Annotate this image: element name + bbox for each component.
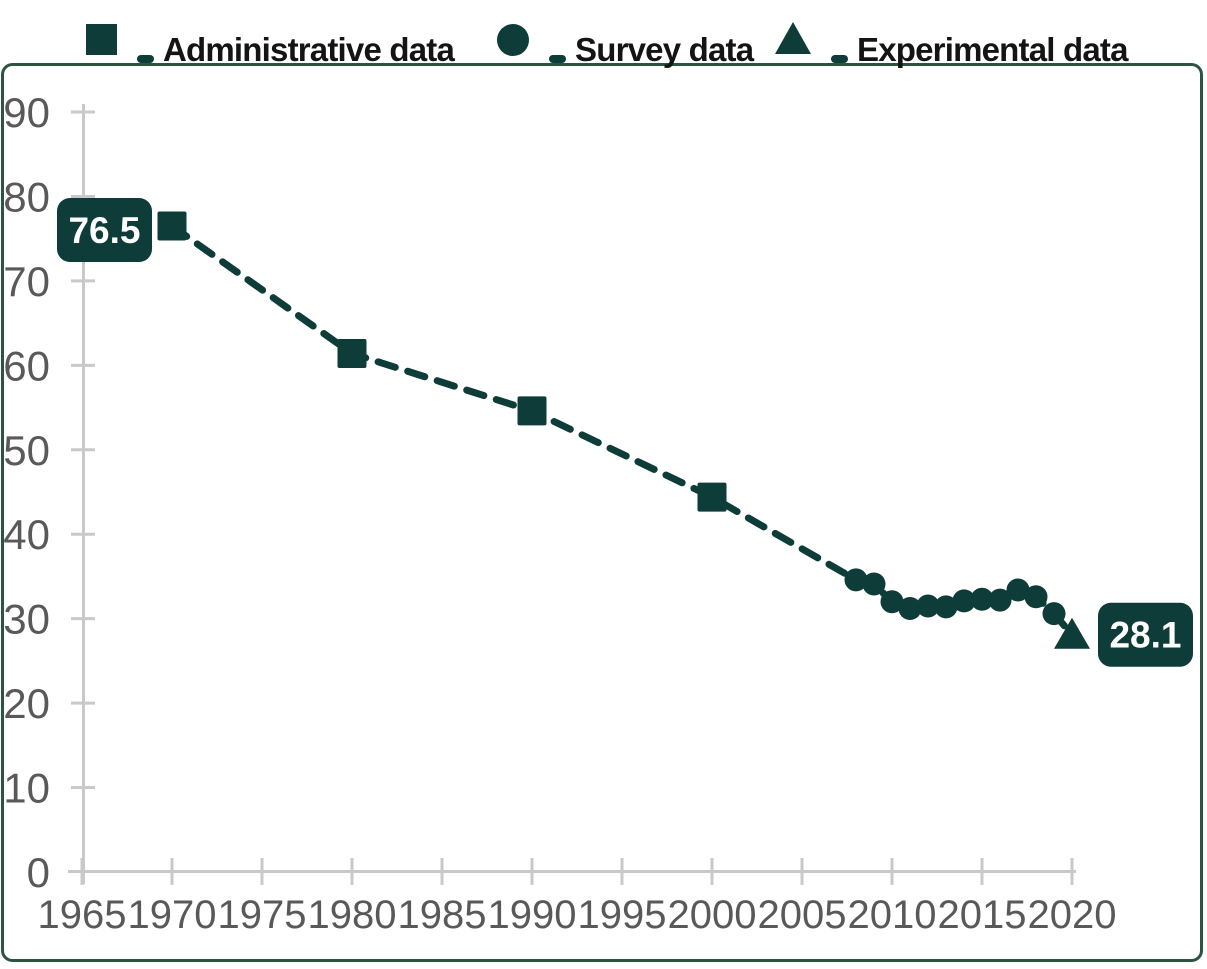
- circle-marker: [1024, 585, 1048, 609]
- legend-item-experimental-data: Experimental data: [775, 18, 1128, 66]
- legend-dash-icon: [549, 55, 566, 63]
- y-tick-label: 0: [27, 849, 50, 896]
- circle-marker: [1042, 602, 1066, 626]
- circle-marker: [844, 568, 868, 592]
- square-marker-icon: [86, 24, 117, 55]
- circle-marker: [880, 590, 904, 614]
- triangle-marker-icon: [775, 22, 811, 54]
- x-tick-label: 2010: [848, 893, 937, 937]
- circle-marker: [898, 597, 922, 621]
- legend-dash-icon: [137, 55, 154, 63]
- x-tick-label: 2005: [758, 893, 847, 937]
- legend-item-survey-data: Survey data: [497, 18, 754, 68]
- circle-marker: [952, 589, 976, 613]
- x-tick-label: 1980: [308, 893, 397, 937]
- x-tick-label: 1995: [578, 893, 667, 937]
- y-tick-label: 40: [3, 511, 50, 558]
- y-tick-label: 30: [3, 596, 50, 643]
- circle-marker: [988, 588, 1012, 612]
- trend-line: [168, 222, 1076, 639]
- x-tick-label: 1990: [488, 893, 577, 937]
- circle-marker: [934, 595, 958, 619]
- x-tick-label: 1970: [128, 893, 217, 937]
- circle-marker-icon: [497, 24, 529, 56]
- square-marker: [337, 339, 367, 369]
- plot-frame: [1, 63, 1203, 962]
- y-tick-label: 80: [3, 173, 50, 220]
- value-callout: [1098, 602, 1193, 667]
- legend-label: Administrative data: [163, 31, 455, 68]
- value-callout: [57, 198, 152, 262]
- x-tick-label: 1975: [218, 893, 307, 937]
- circle-marker: [970, 587, 994, 611]
- x-tick-label: 1985: [398, 893, 487, 937]
- circle-marker: [916, 594, 940, 618]
- circle-marker: [862, 572, 886, 596]
- square-marker: [697, 482, 727, 512]
- y-tick-label: 50: [3, 427, 50, 474]
- y-tick-label: 60: [3, 342, 50, 389]
- legend-label: Survey data: [575, 31, 754, 68]
- legend-item-administrative-data: Administrative data: [86, 18, 455, 68]
- value-callout-text: 76.5: [68, 210, 140, 251]
- square-marker: [517, 396, 547, 426]
- x-tick-label: 2015: [938, 893, 1027, 937]
- x-tick-label: 1965: [38, 893, 127, 937]
- circle-marker: [1006, 578, 1030, 602]
- y-tick-label: 70: [3, 258, 50, 305]
- value-callout-text: 28.1: [1109, 615, 1181, 656]
- square-marker: [157, 211, 187, 241]
- y-tick-label: 20: [3, 680, 50, 727]
- y-tick-label: 90: [3, 89, 50, 136]
- x-tick-label: 2000: [668, 893, 757, 937]
- triangle-marker: [1054, 617, 1090, 649]
- legend-dash-icon: [831, 55, 848, 63]
- x-tick-label: 2020: [1028, 893, 1117, 937]
- y-tick-label: 10: [3, 765, 50, 812]
- legend-label: Experimental data: [857, 31, 1128, 68]
